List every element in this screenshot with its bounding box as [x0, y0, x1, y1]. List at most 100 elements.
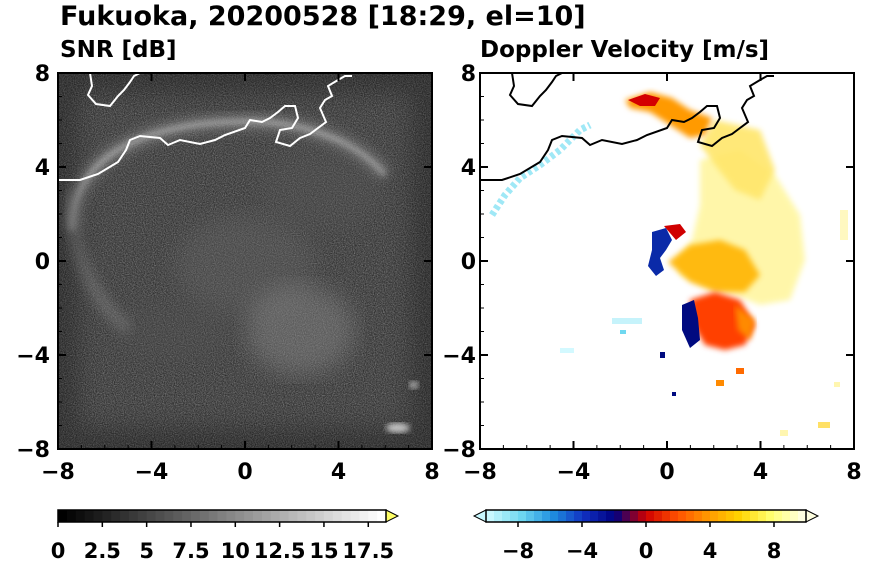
x-tick-label: 0 — [237, 460, 252, 485]
doppler-colorbar-cell — [694, 510, 703, 522]
snr-colorbar-cell — [182, 510, 192, 522]
doppler-panel-title: Doppler Velocity [m/s] — [480, 37, 769, 63]
doppler-colorbar-cell — [654, 510, 663, 522]
x-tick-label: 8 — [846, 460, 861, 485]
doppler-colorbar-extend-max — [805, 509, 820, 523]
x-tick-label: 4 — [331, 460, 346, 485]
y-tick-label: −8 — [16, 438, 50, 463]
doppler-colorbar-cell — [678, 510, 687, 522]
y-tick-label: −4 — [16, 344, 50, 369]
snr-colorbar-cell — [297, 510, 307, 522]
doppler-colorbar-cell — [534, 510, 543, 522]
snr-colorbar-cell — [75, 510, 86, 522]
snr-colorbar-cell — [377, 510, 387, 522]
doppler-colorbar-cell — [502, 510, 511, 522]
y-tick-label: 4 — [35, 156, 50, 181]
doppler-colorbar-cell — [662, 510, 671, 522]
snr-colorbar-cell — [288, 510, 298, 522]
snr-coastline-island — [86, 73, 141, 108]
doppler-colorbar-cell — [606, 510, 615, 522]
doppler-colorbar-cell — [750, 510, 759, 522]
snr-colorbar-cell — [359, 510, 369, 522]
snr-colorbar-cell — [323, 510, 334, 522]
doppler-colorbar-tick-label: −4 — [566, 539, 598, 563]
doppler-colorbar-cell — [550, 510, 559, 522]
doppler-colorbar-cell — [486, 510, 495, 522]
doppler-colorbar-cell — [742, 510, 751, 522]
doppler-plot-area: −8 −4 0 4 8 8 4 0 −4 −8 — [442, 62, 861, 485]
doppler-coastline — [480, 75, 774, 181]
snr-colorbar-cell — [173, 510, 183, 522]
snr-field — [58, 73, 432, 449]
doppler-colorbar-extend-min — [472, 509, 487, 523]
snr-colorbar-tick-label: 12.5 — [254, 539, 306, 563]
doppler-colorbar-cell — [614, 510, 623, 522]
snr-colorbar-tick-label: 17.5 — [342, 539, 394, 563]
doppler-colorbar-cell — [774, 510, 783, 522]
doppler-colorbar-cell — [542, 510, 551, 522]
doppler-colorbar-cell — [646, 510, 655, 522]
snr-colorbar-cell — [58, 510, 68, 522]
doppler-colorbar-cell — [574, 510, 583, 522]
snr-colorbar-cell — [120, 510, 130, 522]
snr-colorbar-tick-label: 2.5 — [84, 539, 121, 563]
doppler-colorbar-tick-label: 4 — [703, 539, 718, 563]
doppler-colorbar-cell — [622, 510, 631, 522]
doppler-colorbar-cell — [494, 510, 503, 522]
snr-colorbar-cell — [146, 510, 157, 522]
snr-colorbar-extend-max — [385, 509, 400, 523]
snr-colorbar-cell — [217, 510, 227, 522]
doppler-colorbar-cell — [702, 510, 711, 522]
doppler-colorbar-cell — [566, 510, 575, 522]
snr-colorbar-cell — [253, 510, 263, 522]
y-tick-label: −4 — [442, 344, 476, 369]
doppler-colorbar-tick-label: 8 — [767, 539, 782, 563]
doppler-colorbar: −8 −4 0 4 8 — [472, 509, 820, 563]
doppler-colorbar-cell — [726, 510, 735, 522]
snr-colorbar-cell — [315, 510, 325, 522]
doppler-colorbar-cell — [734, 510, 743, 522]
snr-colorbar-frame — [57, 509, 387, 523]
x-tick-label: −4 — [557, 460, 591, 485]
snr-coastline — [58, 75, 352, 181]
doppler-colorbar-cell — [638, 510, 647, 522]
snr-colorbar-tick-label: 5 — [139, 539, 154, 563]
doppler-colorbar-cell — [758, 510, 767, 522]
doppler-colorbar-tick-label: −8 — [502, 539, 534, 563]
snr-colorbar-cell — [111, 510, 121, 522]
snr-colorbar-cell — [102, 510, 112, 522]
doppler-colorbar-cell — [710, 510, 719, 522]
x-tick-label: 8 — [424, 460, 439, 485]
snr-colorbar-cell — [155, 510, 165, 522]
y-tick-label: 0 — [461, 250, 476, 275]
doppler-colorbar-cell — [630, 510, 639, 522]
doppler-colorbar-cell — [510, 510, 519, 522]
snr-colorbar-tick-label: 10 — [221, 539, 250, 563]
doppler-colorbar-cell — [686, 510, 695, 522]
doppler-colorbar-cell — [790, 510, 799, 522]
snr-colorbar-cell — [66, 510, 77, 522]
y-tick-label: 4 — [461, 156, 476, 181]
doppler-colorbar-cell — [526, 510, 535, 522]
snr-colorbar-tick-label: 7.5 — [172, 539, 209, 563]
doppler-colorbar-cell — [598, 510, 607, 522]
snr-colorbar-cell — [128, 510, 139, 522]
figure-title: Fukuoka, 20200528 [18:29, el=10] — [60, 1, 586, 32]
snr-colorbar-cell — [244, 510, 254, 522]
doppler-colorbar-cell — [670, 510, 679, 522]
x-tick-label: −8 — [463, 460, 497, 485]
snr-colorbar-cell — [93, 510, 103, 522]
snr-axis-ticks: −8 −4 0 4 8 8 4 0 −4 −8 — [16, 62, 439, 485]
snr-colorbar: 0 2.5 5 7.5 10 12.5 15 17.5 — [51, 509, 400, 563]
snr-panel-title: SNR [dB] — [60, 37, 177, 63]
snr-colorbar-cell — [164, 510, 174, 522]
snr-colorbar-cell — [279, 510, 289, 522]
snr-colorbar-cell — [208, 510, 219, 522]
snr-colorbar-cell — [270, 510, 281, 522]
snr-colorbar-cell — [84, 510, 94, 522]
snr-colorbar-cell — [137, 510, 148, 522]
snr-colorbar-cell — [226, 510, 236, 522]
snr-colorbar-cell — [341, 510, 352, 522]
doppler-coastline-island — [508, 73, 563, 108]
snr-colorbar-tick-label: 15 — [309, 539, 338, 563]
